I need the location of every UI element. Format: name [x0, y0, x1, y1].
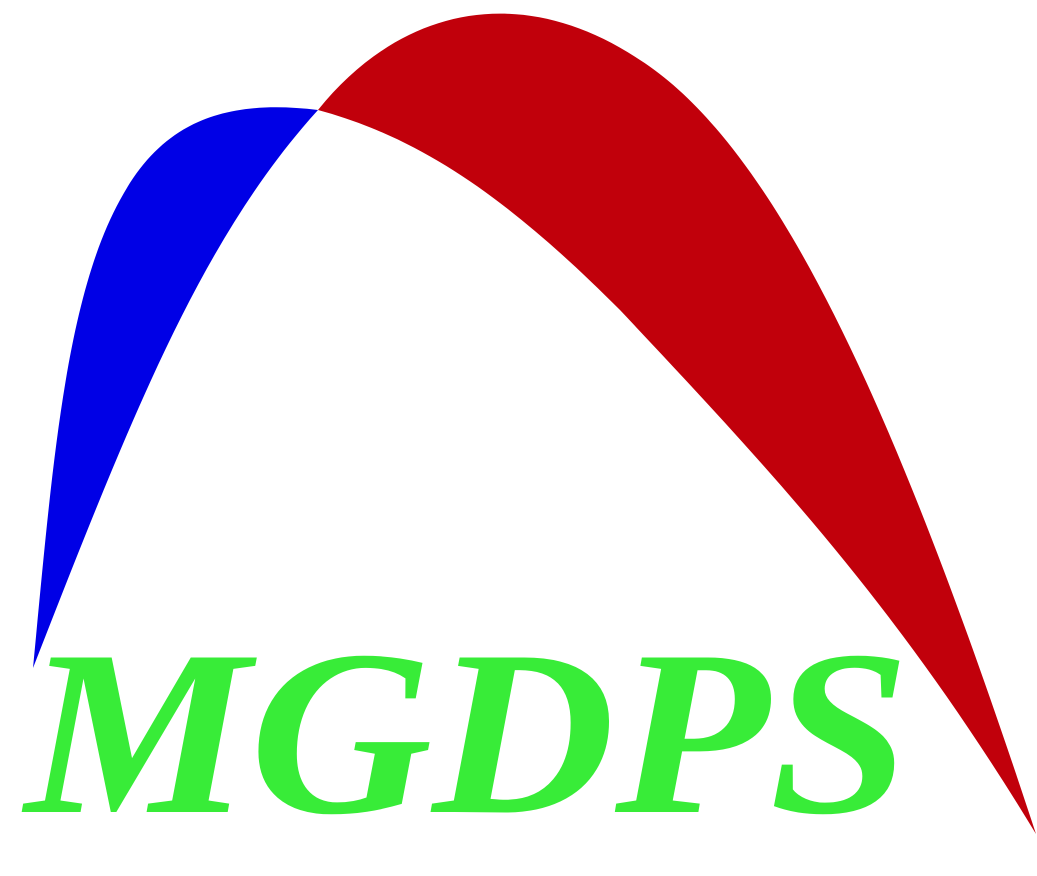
logo-text: MGDPS: [21, 603, 910, 864]
red-arc-shape: [318, 13, 1036, 835]
blue-arc-shape: [33, 107, 318, 668]
